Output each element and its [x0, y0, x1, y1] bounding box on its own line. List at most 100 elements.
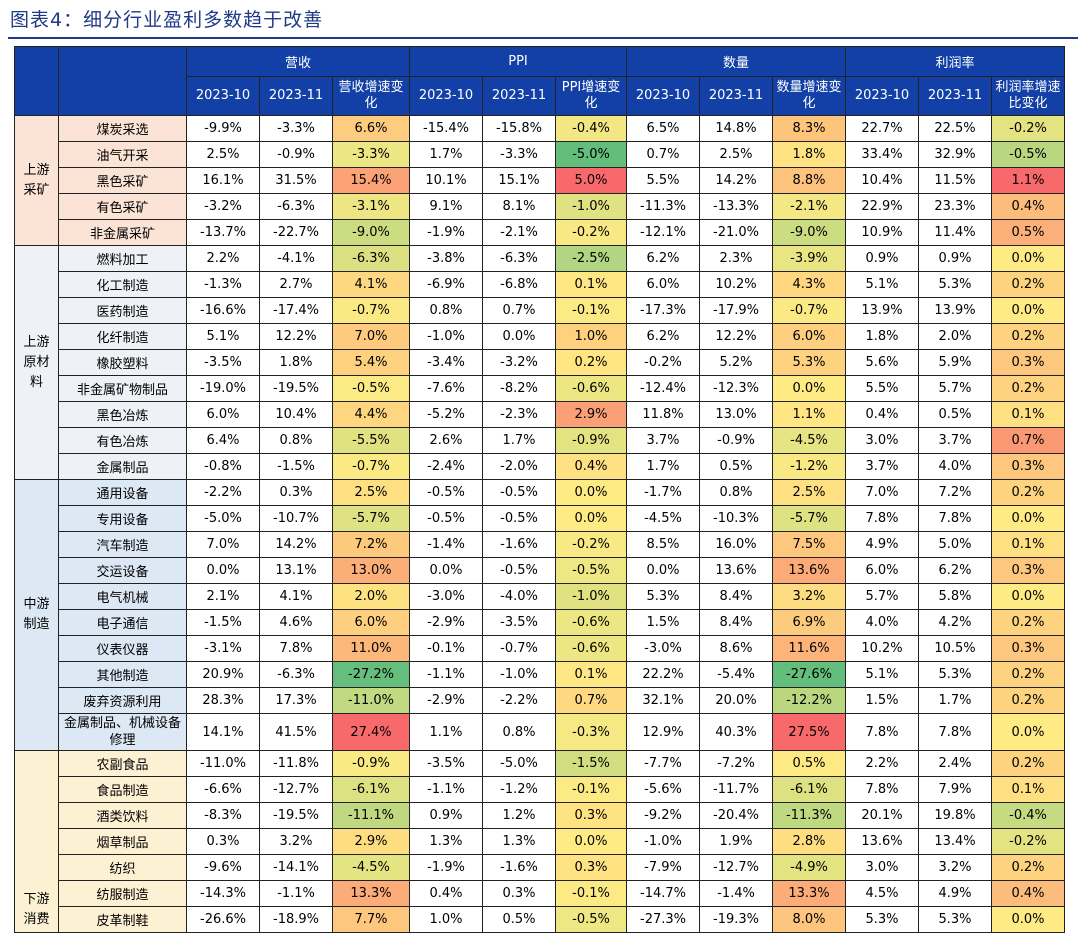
value-cell: -3.3% — [259, 115, 333, 142]
value-cell: 7.8% — [918, 505, 992, 532]
value-cell: 11.0% — [332, 635, 410, 662]
value-cell: -7.2% — [699, 750, 773, 777]
value-cell: 2.7% — [259, 271, 333, 298]
value-cell: 3.7% — [918, 427, 992, 454]
industry-name: 有色冶炼 — [58, 427, 187, 454]
value-cell: 5.3% — [845, 906, 919, 933]
value-cell: 0.0% — [991, 245, 1065, 272]
value-cell: 7.7% — [332, 906, 410, 933]
value-cell: -13.3% — [699, 193, 773, 220]
value-cell: -0.2% — [991, 828, 1065, 855]
value-cell: 13.6% — [699, 557, 773, 584]
value-cell: -6.3% — [259, 661, 333, 688]
value-cell: 7.2% — [332, 531, 410, 558]
value-cell: 7.8% — [845, 776, 919, 803]
value-cell: -0.7% — [332, 297, 410, 324]
value-cell: -17.9% — [699, 297, 773, 324]
value-cell: 1.8% — [845, 323, 919, 350]
value-cell: 0.4% — [845, 401, 919, 428]
value-cell: -6.3% — [259, 193, 333, 220]
value-cell: -9.6% — [186, 854, 260, 881]
sub-header: 营收增速变化 — [332, 76, 410, 116]
value-cell: -2.0% — [482, 453, 556, 480]
table-row: 非金属采矿 -13.7% -22.7% -9.0% -1.9% -2.1% -0.2% -12… — [15, 219, 1065, 246]
value-cell: 2.5% — [772, 479, 846, 506]
value-cell: 2.5% — [699, 141, 773, 168]
value-cell: -1.6% — [482, 854, 556, 881]
value-cell: -0.9% — [259, 141, 333, 168]
value-cell: 2.3% — [699, 245, 773, 272]
value-cell: 7.0% — [186, 531, 260, 558]
value-cell: -4.9% — [772, 854, 846, 881]
value-cell: -27.3% — [626, 906, 700, 933]
value-cell: 7.8% — [918, 713, 992, 751]
value-cell: -1.6% — [482, 531, 556, 558]
value-cell: -1.4% — [699, 880, 773, 907]
value-cell: 4.2% — [918, 609, 992, 636]
value-cell: -3.2% — [186, 193, 260, 220]
value-cell: 7.9% — [918, 776, 992, 803]
value-cell: 0.0% — [555, 828, 627, 855]
value-cell: 6.2% — [626, 245, 700, 272]
table-row: 专用设备 -5.0% -10.7% -5.7% -0.5% -0.5% 0.0% -4.5% -… — [15, 505, 1065, 532]
value-cell: -3.2% — [482, 349, 556, 376]
value-cell: 4.4% — [332, 401, 410, 428]
value-cell: -0.2% — [555, 531, 627, 558]
value-cell: -0.5% — [482, 505, 556, 532]
value-cell: 11.6% — [772, 635, 846, 662]
value-cell: -0.1% — [555, 297, 627, 324]
value-cell: -0.2% — [555, 219, 627, 246]
table-body: 上游采矿 煤炭采选 -9.9% -3.3% 6.6% -15.4% -15.8% -0.4% 6… — [14, 115, 1065, 933]
value-cell: -5.0% — [555, 141, 627, 168]
value-cell: 8.1% — [482, 193, 556, 220]
value-cell: 13.4% — [918, 828, 992, 855]
value-cell: 14.2% — [699, 167, 773, 194]
value-cell: -2.1% — [482, 219, 556, 246]
value-cell: 2.5% — [332, 479, 410, 506]
sub-header: 2023-11 — [482, 76, 556, 116]
section-label: 下游消费 — [14, 750, 59, 933]
table-row: 酒类饮料 -8.3% -19.5% -11.1% 0.9% 1.2% 0.3% -9.2% -2… — [15, 802, 1065, 829]
value-cell: 5.3% — [772, 349, 846, 376]
value-cell: 0.3% — [991, 349, 1065, 376]
value-cell: -1.9% — [409, 219, 483, 246]
value-cell: 5.5% — [626, 167, 700, 194]
value-cell: 4.1% — [332, 271, 410, 298]
value-cell: -0.9% — [555, 427, 627, 454]
group-header-ppi: PPI — [409, 46, 627, 77]
value-cell: -19.0% — [186, 375, 260, 402]
value-cell: 0.9% — [409, 802, 483, 829]
value-cell: -3.5% — [482, 609, 556, 636]
table-row: 金属制品 -0.8% -1.5% -0.7% -2.4% -2.0% 0.4% 1.7% 0.5… — [15, 453, 1065, 480]
value-cell: 5.0% — [555, 167, 627, 194]
value-cell: -2.5% — [555, 245, 627, 272]
industry-name: 非金属矿物制品 — [58, 375, 187, 402]
value-cell: 8.4% — [699, 609, 773, 636]
table-row: 纺服制造 -14.3% -1.1% 13.3% 0.4% 0.3% -0.1% -14.7% -… — [15, 880, 1065, 907]
industry-name: 黑色采矿 — [58, 167, 187, 194]
value-cell: 1.1% — [409, 713, 483, 751]
value-cell: 0.4% — [409, 880, 483, 907]
value-cell: -17.4% — [259, 297, 333, 324]
section-label: 中游制造 — [14, 479, 59, 751]
value-cell: -0.6% — [555, 375, 627, 402]
value-cell: -3.8% — [409, 245, 483, 272]
value-cell: 13.6% — [845, 828, 919, 855]
value-cell: -14.1% — [259, 854, 333, 881]
value-cell: 0.5% — [482, 906, 556, 933]
value-cell: -22.7% — [259, 219, 333, 246]
value-cell: 0.7% — [482, 297, 556, 324]
value-cell: -0.1% — [555, 776, 627, 803]
industry-name: 交运设备 — [58, 557, 187, 584]
value-cell: -1.0% — [482, 661, 556, 688]
value-cell: 14.1% — [186, 713, 260, 751]
industry-name: 金属制品 — [58, 453, 187, 480]
value-cell: 0.0% — [991, 906, 1065, 933]
value-cell: -21.0% — [699, 219, 773, 246]
industry-name: 金属制品、机械设备修理 — [58, 713, 187, 751]
value-cell: 33.4% — [845, 141, 919, 168]
industry-profit-table: 营收 PPI 数量 利润率 2023-10 2023-11 营收增速变化 202… — [14, 46, 1065, 933]
value-cell: -1.7% — [626, 479, 700, 506]
sub-header-row: 2023-10 2023-11 营收增速变化 2023-10 2023-11 P… — [15, 76, 1065, 116]
value-cell: 40.3% — [699, 713, 773, 751]
